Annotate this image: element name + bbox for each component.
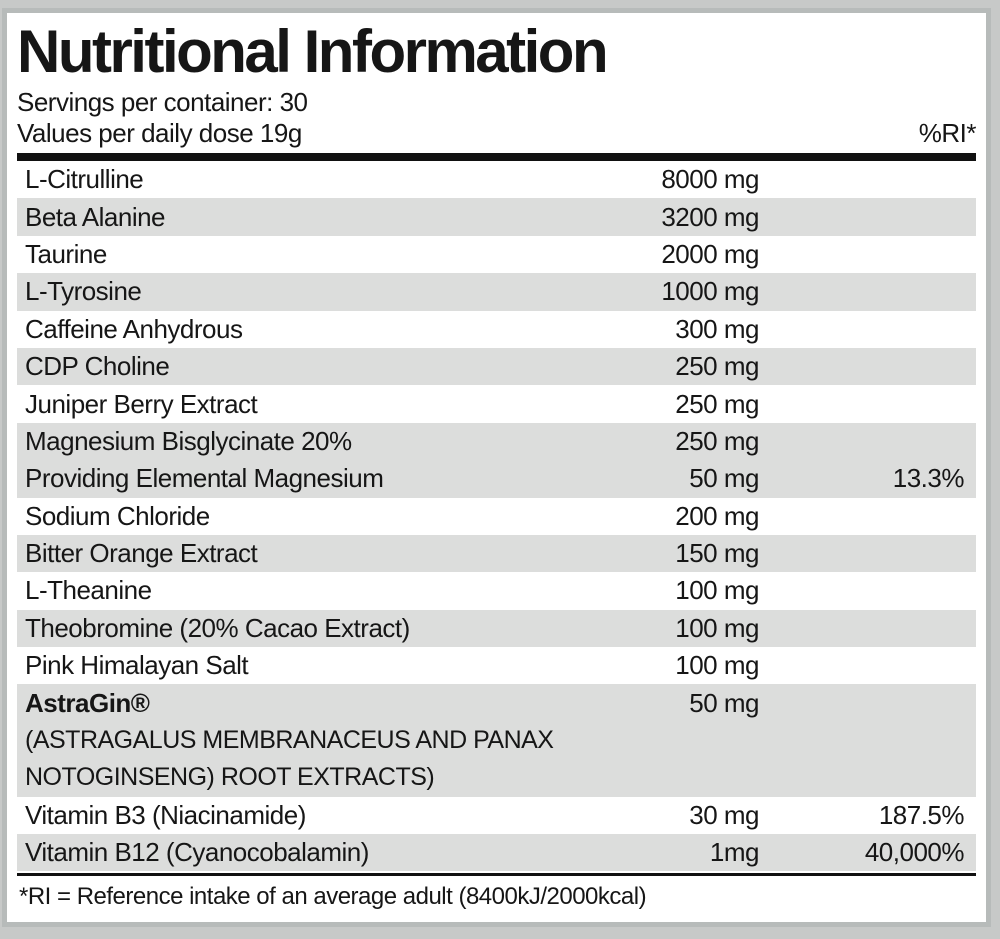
ingredient-name: Sodium Chloride (25, 500, 210, 531)
ingredient-amount: 8000 mg (661, 164, 759, 195)
ingredient-line: Bitter Orange Extract 150 mg (17, 535, 976, 572)
table-row: Vitamin B12 (Cyanocobalamin) 1mg 40,000% (17, 834, 976, 872)
table-row: L-Citrulline 8000 mg (17, 161, 976, 198)
ingredient-name: Providing Elemental Magnesium (25, 463, 384, 494)
table-row: Caffeine Anhydrous 300 mg (17, 311, 976, 348)
ingredient-ri-percent: 40,000% (864, 837, 965, 868)
ingredient-amount: 30 mg (689, 799, 759, 830)
table-row: Theobromine (20% Cacao Extract) 100 mg (17, 609, 976, 648)
ingredient-name: L-Citrulline (25, 164, 144, 195)
ingredient-amount: 250 mg (675, 351, 759, 382)
table-row: AstraGin® 50 mg (ASTRAGALUS MEMBRANACEUS… (17, 684, 976, 797)
ingredient-line: Beta Alanine 3200 mg (17, 198, 976, 235)
ingredient-name: L-Tyrosine (25, 276, 142, 307)
ingredient-amount: 250 mg (675, 388, 759, 419)
table-row: Beta Alanine 3200 mg (17, 198, 976, 236)
ingredient-amount: 250 mg (675, 425, 759, 456)
ingredient-line: Caffeine Anhydrous 300 mg (17, 311, 976, 348)
values-header-row: Values per daily dose 19g %RI* (17, 117, 977, 150)
ingredient-amount: 150 mg (675, 538, 759, 569)
ingredient-name: Vitamin B12 (Cyanocobalamin) (25, 837, 369, 868)
ingredient-line: L-Tyrosine 1000 mg (17, 273, 976, 310)
ingredient-amount: 2000 mg (661, 238, 759, 269)
ingredient-name: Pink Himalayan Salt (25, 650, 249, 681)
ingredient-amount: 3200 mg (661, 201, 759, 232)
page-title: Nutritional Information (17, 18, 609, 85)
ingredient-name: Taurine (25, 238, 107, 269)
ingredient-line: Providing Elemental Magnesium 50 mg 13.3… (17, 460, 976, 497)
ingredient-line: CDP Choline 250 mg (17, 348, 976, 385)
table-row: Taurine 2000 mg (17, 236, 976, 273)
ingredient-amount: 1000 mg (661, 276, 759, 307)
ingredient-name: Magnesium Bisglycinate 20% (25, 425, 352, 456)
table-row: Juniper Berry Extract 250 mg (17, 385, 976, 422)
ingredient-amount: 50 mg (689, 687, 759, 718)
ingredient-amount: 50 mg (689, 463, 759, 494)
ri-footnote: *RI = Reference intake of an average adu… (19, 883, 647, 911)
table-row: CDP Choline 250 mg (17, 347, 976, 386)
ingredient-ri-percent: 187.5% (878, 799, 965, 830)
table-row: Sodium Chloride 200 mg (17, 498, 976, 535)
ingredient-name: Vitamin B3 (Niacinamide) (25, 799, 306, 830)
header-divider (17, 153, 976, 161)
footer-divider (17, 873, 976, 877)
ingredient-amount: 300 mg (675, 313, 759, 344)
ingredient-rows: L-Citrulline 8000 mg Beta Alanine 3200 m… (17, 161, 976, 872)
table-row: Vitamin B3 (Niacinamide) 30 mg 187.5% (17, 797, 976, 834)
ingredient-line: L-Citrulline 8000 mg (17, 161, 976, 198)
ingredient-line: Taurine 2000 mg (17, 236, 976, 273)
table-row: L-Tyrosine 1000 mg (17, 273, 976, 311)
table-row: Pink Himalayan Salt 100 mg (17, 647, 976, 684)
ingredient-line: L-Theanine 100 mg (17, 572, 976, 609)
table-row: L-Theanine 100 mg (17, 572, 976, 609)
values-per-dose: Values per daily dose 19g (17, 118, 302, 148)
ingredient-name: Caffeine Anhydrous (25, 313, 243, 344)
ingredient-name: AstraGin® (25, 687, 150, 718)
table-row: Providing Elemental Magnesium 50 mg 13.3… (17, 460, 976, 498)
table-row: Magnesium Bisglycinate 20% 250 mg (17, 422, 976, 461)
ingredient-line: Juniper Berry Extract 250 mg (17, 385, 976, 422)
ingredient-line: Sodium Chloride 200 mg (17, 498, 976, 535)
ingredient-amount: 100 mg (675, 650, 759, 681)
ingredient-line: Magnesium Bisglycinate 20% 250 mg (17, 423, 976, 460)
ingredient-name: Theobromine (20% Cacao Extract) (25, 612, 410, 643)
ingredient-amount: 100 mg (675, 575, 759, 606)
ingredient-name: Beta Alanine (25, 201, 166, 232)
ingredient-amount: 1mg (709, 837, 760, 868)
ingredient-line: Pink Himalayan Salt 100 mg (17, 647, 976, 684)
ingredient-name: CDP Choline (25, 351, 170, 382)
ingredient-line: Vitamin B3 (Niacinamide) 30 mg 187.5% (17, 797, 976, 834)
nutrition-label-card: Nutritional Information Servings per con… (2, 8, 991, 927)
ingredient-name: Juniper Berry Extract (25, 388, 258, 419)
ingredient-subline: NOTOGINSENG) ROOT EXTRACTS) (25, 763, 435, 792)
ingredient-line: AstraGin® 50 mg (17, 684, 976, 721)
servings-per-container: Servings per container: 30 (17, 87, 308, 117)
table-row: Bitter Orange Extract 150 mg (17, 534, 976, 573)
ingredient-amount: 100 mg (675, 612, 759, 643)
ingredient-ri-percent: 13.3% (892, 463, 965, 494)
ingredient-name: L-Theanine (25, 575, 152, 606)
ri-column-header: %RI* (918, 118, 977, 148)
ingredient-amount: 200 mg (675, 500, 759, 531)
ingredient-line: Theobromine (20% Cacao Extract) 100 mg (17, 610, 976, 647)
ingredient-subline: (ASTRAGALUS MEMBRANACEUS AND PANAX (25, 726, 554, 755)
ingredient-line: Vitamin B12 (Cyanocobalamin) 1mg 40,000% (17, 834, 976, 871)
ingredient-name: Bitter Orange Extract (25, 538, 258, 569)
